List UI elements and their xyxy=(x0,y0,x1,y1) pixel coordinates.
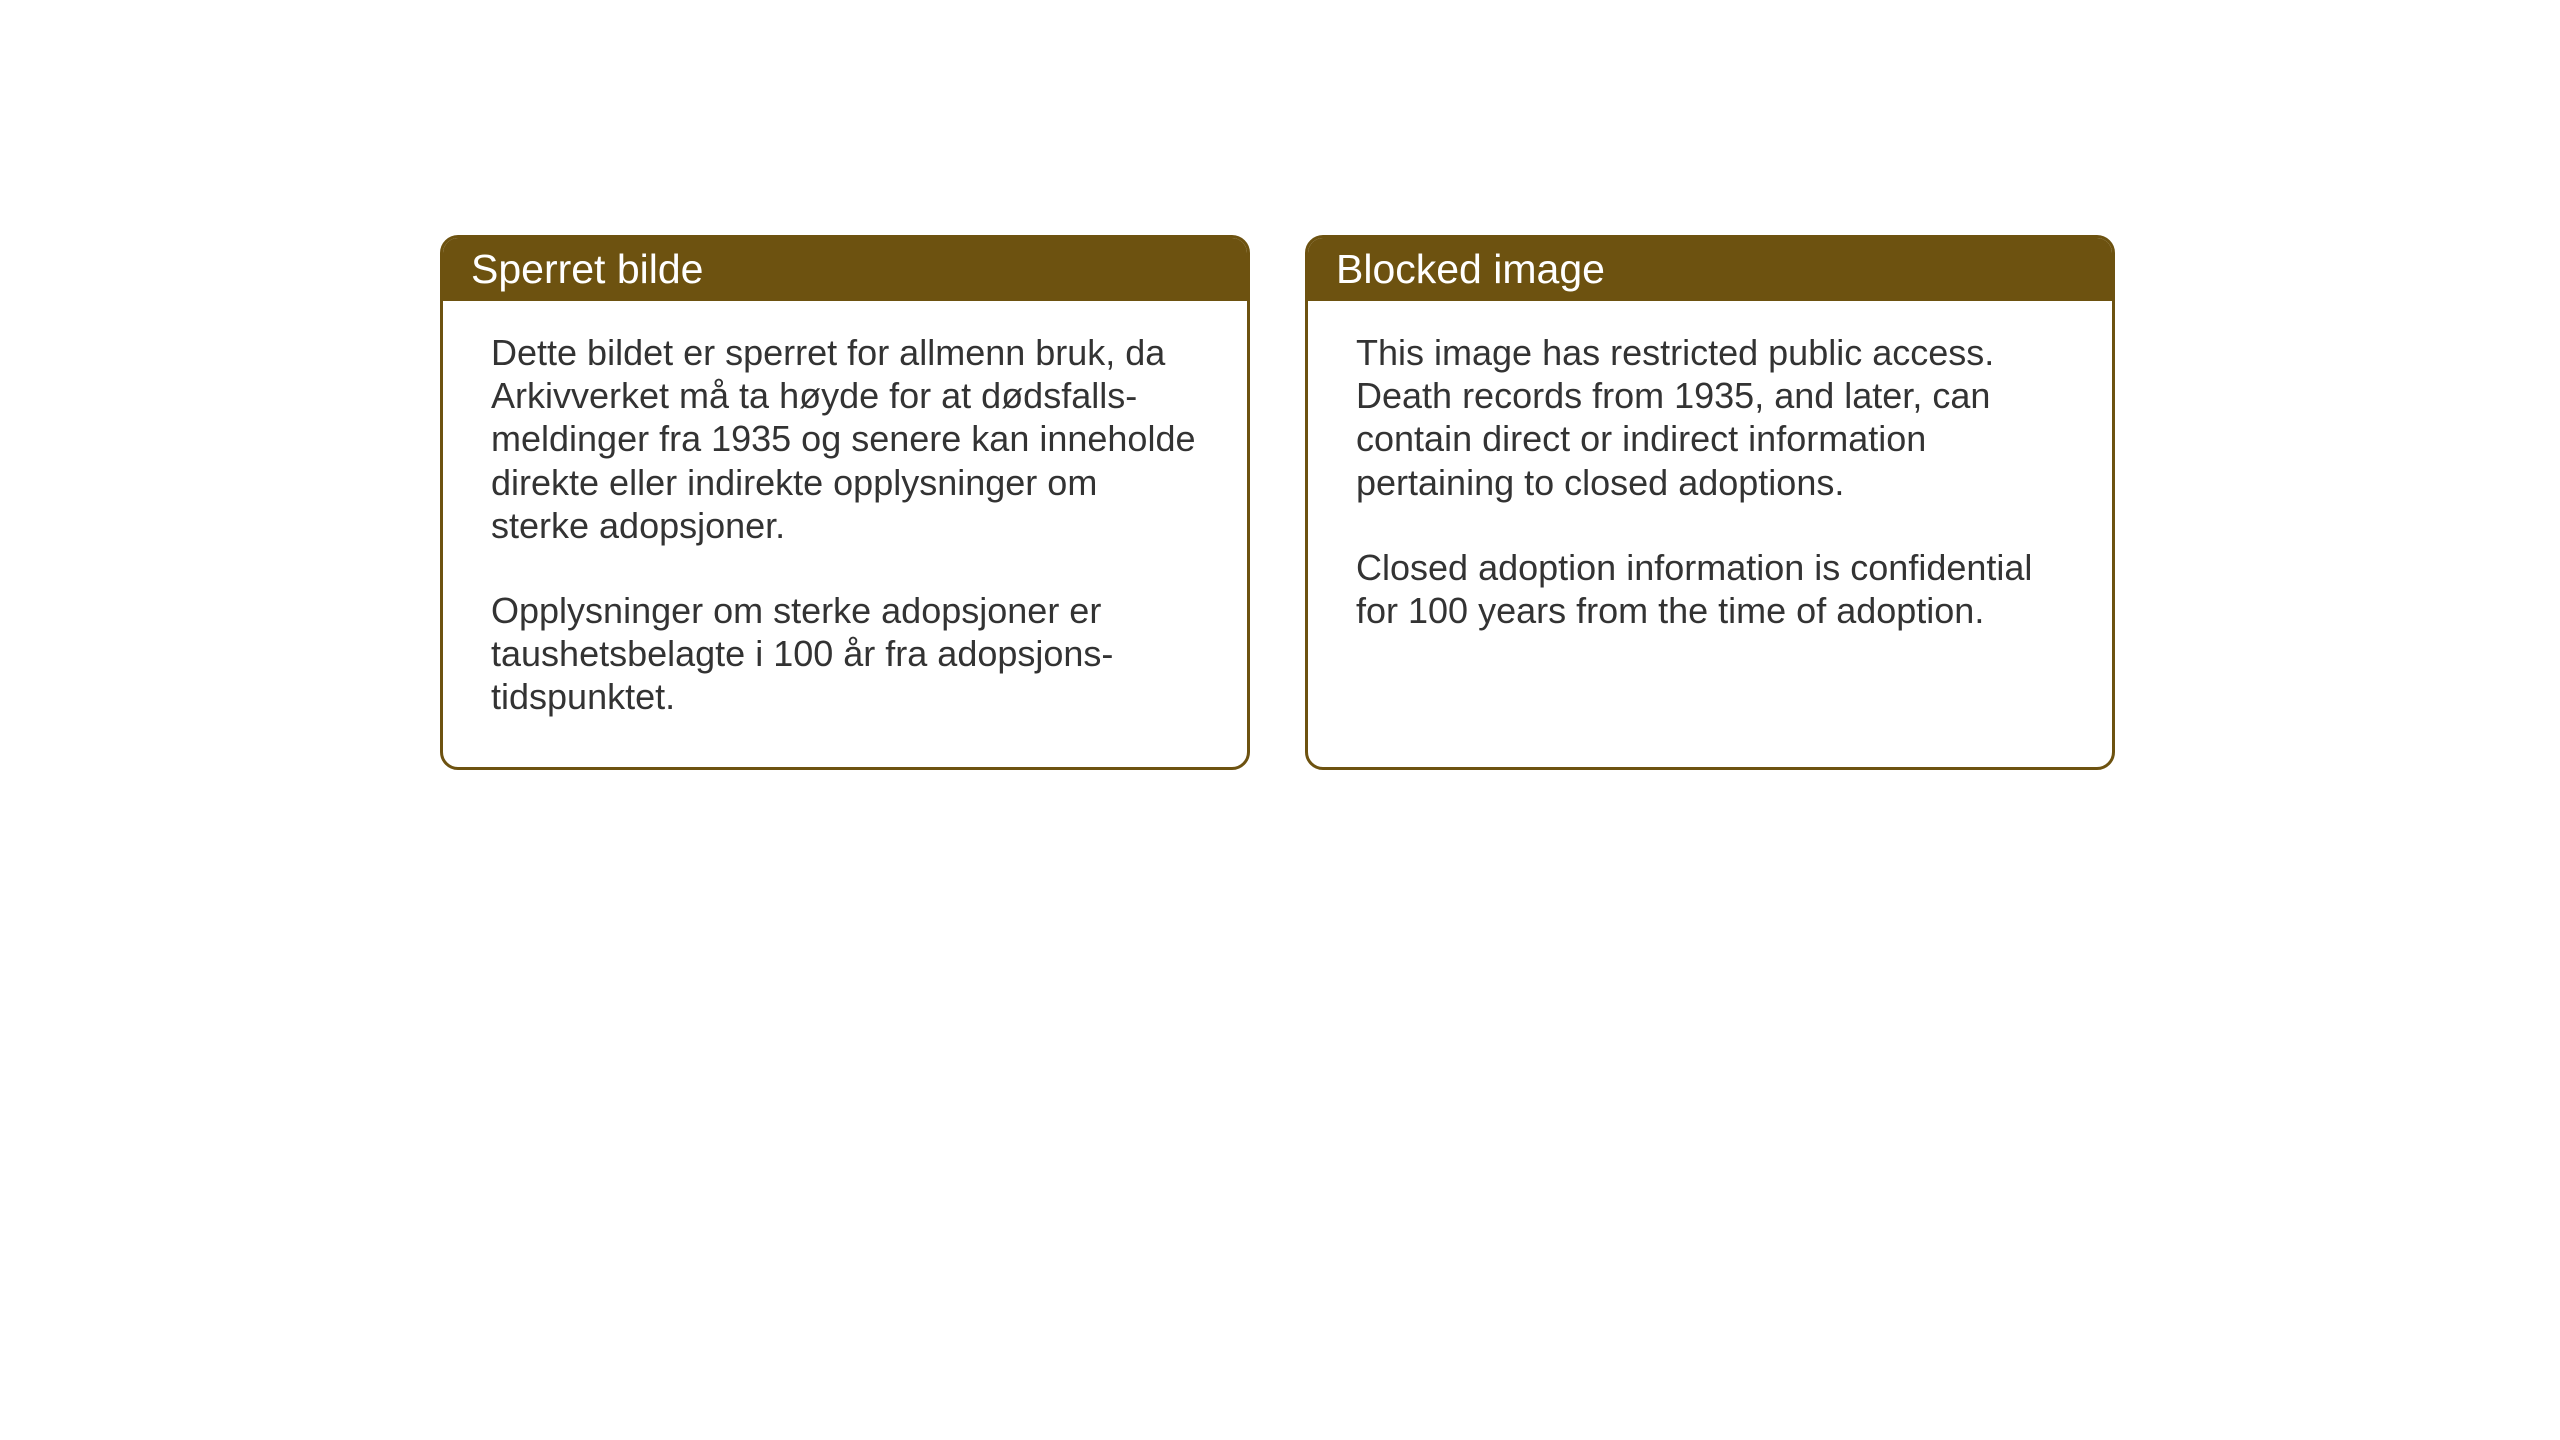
notice-title-norwegian: Sperret bilde xyxy=(471,246,703,292)
notice-header-english: Blocked image xyxy=(1308,238,2112,301)
notice-container: Sperret bilde Dette bildet er sperret fo… xyxy=(0,0,2560,770)
notice-header-norwegian: Sperret bilde xyxy=(443,238,1247,301)
notice-card-english: Blocked image This image has restricted … xyxy=(1305,235,2115,770)
notice-title-english: Blocked image xyxy=(1336,246,1605,292)
notice-body-norwegian: Dette bildet er sperret for allmenn bruk… xyxy=(443,301,1247,767)
notice-card-norwegian: Sperret bilde Dette bildet er sperret fo… xyxy=(440,235,1250,770)
notice-paragraph-2-norwegian: Opplysninger om sterke adopsjoner er tau… xyxy=(491,589,1199,719)
notice-paragraph-1-english: This image has restricted public access.… xyxy=(1356,331,2064,504)
notice-paragraph-1-norwegian: Dette bildet er sperret for allmenn bruk… xyxy=(491,331,1199,547)
notice-paragraph-2-english: Closed adoption information is confident… xyxy=(1356,546,2064,632)
notice-body-english: This image has restricted public access.… xyxy=(1308,301,2112,680)
